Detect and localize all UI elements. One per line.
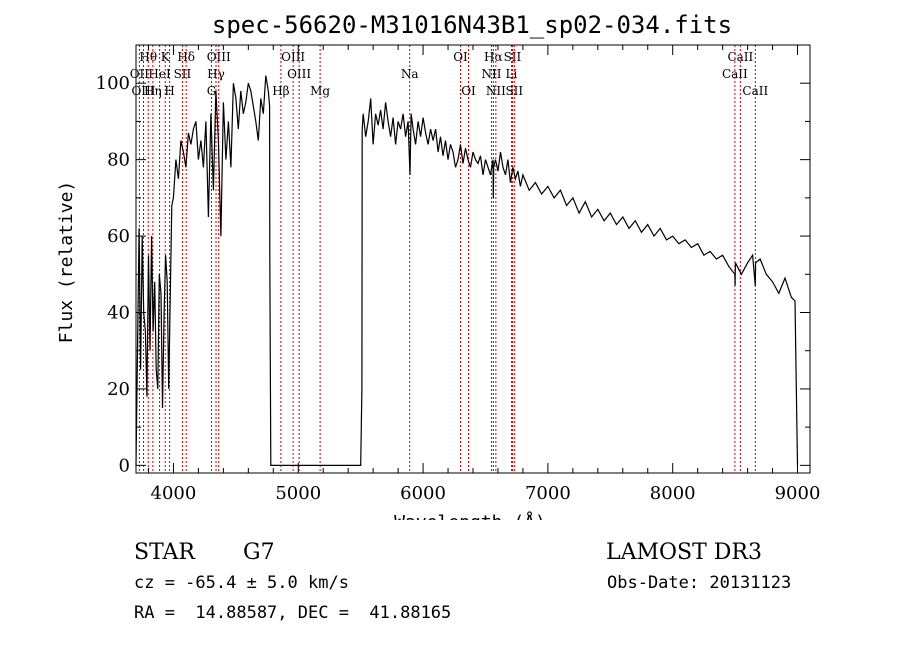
line-marker-label-18: OIII xyxy=(131,84,155,98)
line-marker-label-17: CaII xyxy=(722,67,748,81)
line-marker-label-2: Hδ xyxy=(177,50,195,64)
line-marker-label-7: SII xyxy=(504,50,522,64)
line-marker-label-24: OI xyxy=(461,84,476,98)
spectrum-chart: spec-56620-M31016N43B1_sp02-034.fits Hθ K… xyxy=(56,11,821,520)
line-marker-label-11: SII xyxy=(174,67,192,81)
y-tick-label-3: 60 xyxy=(107,226,130,247)
coordinates: RA = 14.88587, DEC = 41.88165 xyxy=(134,603,452,623)
line-marker-label-0: Hθ xyxy=(139,50,157,64)
line-marker-label-13: OIII xyxy=(287,67,311,81)
x-tick-label-2: 6000 xyxy=(400,483,446,504)
x-tick-label-1: 5000 xyxy=(275,483,321,504)
spectral-subclass: G7 xyxy=(243,540,275,565)
line-marker-label-25: NII xyxy=(486,84,506,98)
y-tick-label-4: 80 xyxy=(107,150,130,171)
y-tick-label-1: 20 xyxy=(107,379,130,400)
line-marker-label-16: Li xyxy=(506,67,518,81)
line-marker-label-19: Hη xyxy=(144,84,162,98)
line-marker-label-10: HeI xyxy=(148,67,171,81)
axis-ticks: 4000 5000 6000 7000 8000 9000 0 20 40 60 80 100 xyxy=(96,44,821,504)
x-tick-label-5: 9000 xyxy=(775,483,821,504)
line-marker-label-3: OIII xyxy=(207,50,231,64)
x-axis-label: Wavelength (Å) xyxy=(394,511,546,520)
line-marker-label-21: G xyxy=(207,84,217,98)
line-marker-label-1: K xyxy=(161,50,171,64)
line-marker-label-26: SII xyxy=(505,84,523,98)
y-tick-label-2: 40 xyxy=(107,303,130,324)
line-marker-label-22: Hβ xyxy=(272,84,289,98)
line-marker-label-9: OII xyxy=(130,67,150,81)
x-tick-label-0: 4000 xyxy=(151,483,197,504)
x-tick-label-4: 8000 xyxy=(650,483,696,504)
line-marker-label-12: Hγ xyxy=(207,67,225,81)
line-marker-label-4: OIII xyxy=(281,50,305,64)
chart-title: spec-56620-M31016N43B1_sp02-034.fits xyxy=(212,11,732,39)
y-tick-label-0: 0 xyxy=(119,455,130,476)
plot-frame xyxy=(135,44,811,474)
line-marker-label-5: OI xyxy=(453,50,468,64)
line-marker-label-23: Mg xyxy=(310,84,330,98)
y-tick-label-5: 100 xyxy=(96,73,130,94)
survey-name: LAMOST DR3 xyxy=(606,540,762,565)
x-tick-label-3: 7000 xyxy=(525,483,571,504)
redshift-info: cz = -65.4 ± 5.0 km/s xyxy=(134,573,349,593)
obs-date: Obs-Date: 20131123 xyxy=(607,573,792,593)
object-class: STAR xyxy=(134,540,195,565)
line-marker-label-15: NII xyxy=(481,67,501,81)
y-axis-label: Flux (relative) xyxy=(56,181,77,344)
line-marker-label-8: CaII xyxy=(727,50,753,64)
line-marker-label-27: CaII xyxy=(742,84,768,98)
line-marker-label-20: H xyxy=(164,84,174,98)
line-marker-label-6: Hα xyxy=(484,50,503,64)
flux-series-line xyxy=(135,75,799,466)
line-marker-label-14: Na xyxy=(401,67,419,81)
